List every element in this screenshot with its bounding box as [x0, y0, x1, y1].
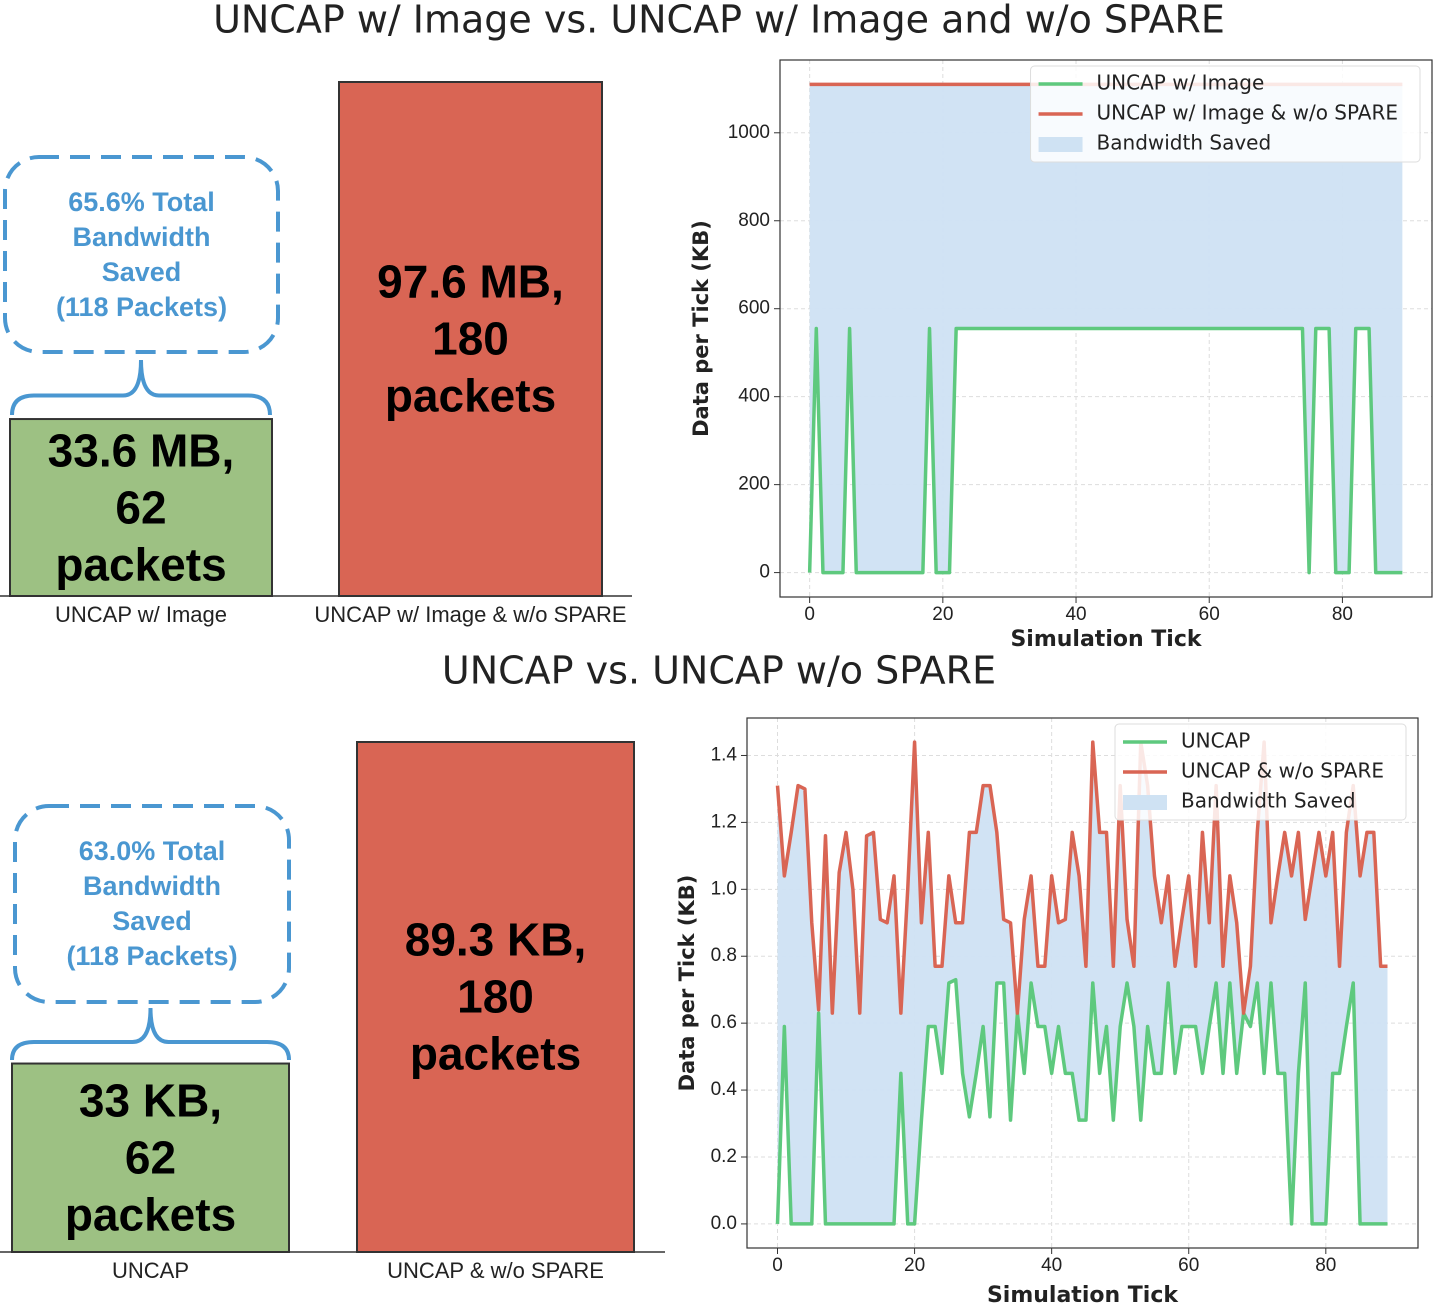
legend-swatch [1123, 795, 1167, 810]
x-tick-label: 60 [1178, 1255, 1199, 1276]
legend: UNCAP w/ Image UNCAP w/ Image & w/o SPARE… [1030, 65, 1421, 163]
y-tick-label: 0.2 [711, 1146, 737, 1167]
x-tick-label: 40 [1041, 1255, 1062, 1276]
y-tick-label: 1.0 [711, 878, 737, 899]
annotation-box [13, 804, 291, 1004]
brace [10, 359, 272, 416]
bar-label: 89.3 KB, 180 packets [404, 913, 587, 1080]
y-tick-label: 800 [738, 210, 770, 231]
bar-label: 97.6 MB, 180 packets [377, 255, 564, 422]
x-tick-label: UNCAP & w/o SPARE [387, 1258, 604, 1283]
section-title: UNCAP vs. UNCAP w/o SPARE [442, 649, 996, 693]
brace [10, 1007, 291, 1061]
fill-area [777, 742, 1388, 1224]
legend-box [1114, 723, 1407, 821]
legend-box [1030, 65, 1421, 163]
y-tick-label: 1000 [728, 122, 770, 143]
x-tick-label: UNCAP w/ Image [55, 602, 227, 627]
bar [338, 81, 603, 597]
section-title: UNCAP w/ Image vs. UNCAP w/ Image and w/… [213, 0, 1225, 42]
bar-label: 33 KB, 62 packets [64, 1074, 237, 1241]
legend-swatch [1038, 137, 1083, 152]
x-tick-label: 0 [804, 604, 815, 625]
x-tick-label: 20 [932, 604, 953, 625]
bar [356, 741, 635, 1253]
x-tick-label: 20 [904, 1255, 925, 1276]
x-tick-label: UNCAP w/ Image & w/o SPARE [314, 602, 626, 627]
x-tick-label: 0 [772, 1255, 783, 1276]
plot-frame [746, 717, 1419, 1249]
legend-label: UNCAP [1181, 729, 1250, 753]
legend-label: Bandwidth Saved [1097, 131, 1272, 155]
annotation: 65.6% Total Bandwidth Saved (118 Packets… [55, 186, 228, 322]
y-tick-label: 1.2 [711, 811, 737, 832]
bar [9, 418, 273, 598]
line [775, 740, 1388, 1015]
annotation: 63.0% Total Bandwidth Saved (118 Packets… [66, 836, 238, 971]
y-tick-label: 400 [738, 386, 770, 407]
line [775, 977, 1388, 1226]
y-tick-label: 0.6 [711, 1012, 737, 1033]
y-tick-label: 0.8 [711, 945, 737, 966]
bar-label: 33.6 MB, 62 packets [47, 424, 235, 591]
y-tick-label: 0.4 [711, 1079, 738, 1100]
legend-label: UNCAP w/ Image [1097, 71, 1265, 95]
legend-label: UNCAP w/ Image & w/o SPARE [1097, 101, 1398, 125]
legend-label: Bandwidth Saved [1181, 789, 1356, 813]
x-axis-label: Simulation Tick [987, 1283, 1179, 1308]
x-tick-label: 80 [1315, 1255, 1336, 1276]
y-tick-label: 0 [759, 562, 770, 583]
x-tick-label: 40 [1065, 604, 1086, 625]
y-tick-label: 600 [738, 298, 770, 319]
x-tick-label: UNCAP [112, 1258, 189, 1283]
legend: UNCAP UNCAP & w/o SPARE Bandwidth Saved [1114, 723, 1407, 821]
x-axis-label: Simulation Tick [1010, 627, 1202, 652]
y-tick-label: 0.0 [711, 1213, 737, 1234]
bar [11, 1062, 290, 1254]
x-tick-label: 60 [1199, 604, 1220, 625]
y-tick-label: 1.4 [711, 744, 738, 765]
y-axis-label: Data per Tick (KB) [689, 220, 713, 437]
annotation-box [3, 155, 280, 354]
legend-label: UNCAP & w/o SPARE [1181, 759, 1384, 783]
x-tick-label: 80 [1332, 604, 1353, 625]
plot-frame [779, 59, 1433, 598]
y-axis-label: Data per Tick (KB) [675, 875, 699, 1092]
line [807, 326, 1403, 575]
y-tick-label: 200 [738, 474, 770, 495]
